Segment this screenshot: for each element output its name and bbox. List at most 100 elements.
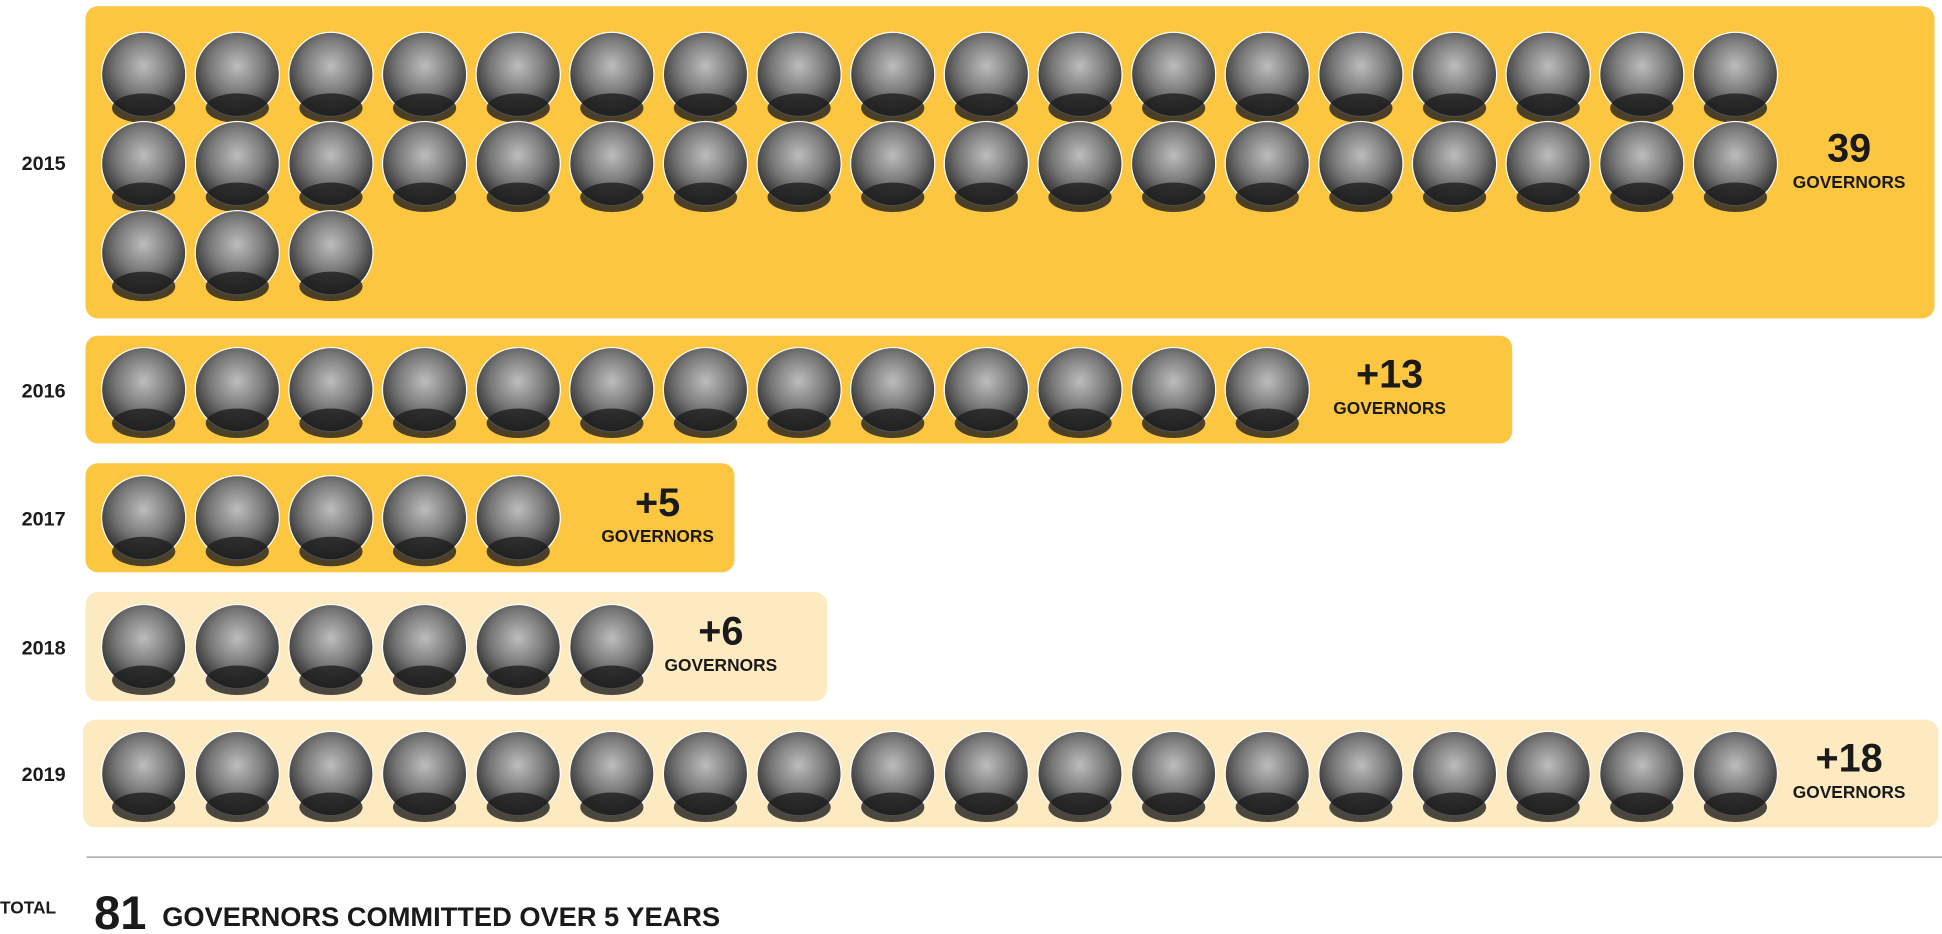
portrait-suit: [112, 271, 176, 302]
portrait-suit: [1422, 792, 1487, 822]
portrait-suit: [1703, 182, 1767, 212]
portrait-suit: [299, 792, 363, 822]
portrait-suit: [954, 93, 1018, 123]
portrait-suit: [861, 93, 925, 123]
portrait-suit: [205, 536, 269, 567]
portrait-suit: [112, 93, 176, 123]
portrait-suit: [1235, 93, 1299, 123]
portrait-suit: [1516, 93, 1580, 123]
portrait-suit: [392, 665, 457, 696]
portrait-suit: [112, 182, 176, 212]
portrait-suit: [861, 792, 925, 822]
count-label: 39: [1827, 127, 1871, 171]
portrait-suit: [1422, 182, 1487, 212]
portrait-suit: [205, 93, 269, 123]
count-label: +13: [1356, 353, 1423, 397]
portrait-suit: [299, 182, 363, 212]
portrait-suit: [1703, 93, 1767, 123]
portrait-suit: [580, 792, 644, 822]
portrait-suit: [1235, 182, 1299, 212]
portrait-suit: [486, 665, 550, 696]
portrait-suit: [1142, 792, 1206, 822]
portrait-suit: [580, 665, 644, 696]
count-unit: GOVERNORS: [601, 526, 714, 546]
portrait-suit: [673, 792, 738, 822]
portrait-suit: [1048, 408, 1112, 439]
portrait-suit: [1235, 408, 1299, 439]
total-label: TOTAL: [0, 898, 57, 918]
portrait-suit: [767, 408, 831, 439]
portrait-suit: [1142, 182, 1206, 212]
portrait-suit: [112, 536, 176, 567]
portrait-suit: [1329, 792, 1393, 822]
count-unit: GOVERNORS: [664, 655, 777, 675]
portrait-suit: [1142, 93, 1206, 123]
portrait-suit: [1142, 408, 1206, 439]
portrait-suit: [1516, 792, 1580, 822]
portrait-suit: [1329, 93, 1393, 123]
year-label: 2019: [22, 764, 66, 786]
portrait-suit: [486, 792, 550, 822]
portrait-suit: [1703, 792, 1767, 822]
portrait-suit: [673, 93, 738, 123]
portrait-suit: [1516, 182, 1580, 212]
portrait-suit: [392, 536, 457, 567]
portrait-suit: [1610, 792, 1674, 822]
portrait-suit: [392, 408, 457, 439]
portrait-suit: [486, 536, 550, 567]
portrait-suit: [1329, 182, 1393, 212]
portrait-suit: [486, 93, 550, 123]
portrait-suit: [205, 792, 269, 822]
portrait-suit: [205, 408, 269, 439]
count-unit: GOVERNORS: [1333, 398, 1446, 418]
year-label: 2018: [22, 637, 66, 659]
portrait-suit: [954, 792, 1018, 822]
portrait-suit: [767, 93, 831, 123]
portraits: [100, 346, 1310, 439]
portrait-suit: [954, 182, 1018, 212]
portrait-suit: [1048, 93, 1112, 123]
count-unit: GOVERNORS: [1793, 782, 1906, 802]
portrait-suit: [767, 792, 831, 822]
portrait-suit: [954, 408, 1018, 439]
portrait-suit: [205, 182, 269, 212]
portrait-suit: [392, 792, 457, 822]
total-text: GOVERNORS COMMITTED OVER 5 YEARS: [162, 901, 720, 932]
year-label: 2016: [22, 380, 66, 402]
portrait-suit: [1610, 182, 1674, 212]
portrait-suit: [1048, 182, 1112, 212]
portraits: [100, 603, 655, 696]
count-label: +6: [698, 610, 743, 654]
count-label: +18: [1816, 737, 1883, 781]
portrait-suit: [486, 408, 550, 439]
portrait-suit: [580, 408, 644, 439]
portrait-suit: [767, 182, 831, 212]
portrait-suit: [861, 182, 925, 212]
portrait-suit: [299, 408, 363, 439]
portrait-suit: [673, 408, 738, 439]
year-label: 2015: [22, 153, 66, 175]
portrait-suit: [112, 408, 176, 439]
portrait-suit: [580, 182, 644, 212]
portraits: [100, 31, 1779, 302]
portrait-suit: [205, 665, 269, 696]
portrait-suit: [1235, 792, 1299, 822]
total-number: 81: [94, 886, 146, 934]
portrait-suit: [861, 408, 925, 439]
portrait-suit: [392, 93, 457, 123]
portrait-suit: [205, 271, 269, 302]
portrait-suit: [299, 271, 363, 302]
portrait-suit: [299, 536, 363, 567]
year-label: 2017: [22, 508, 66, 530]
portrait-suit: [392, 182, 457, 212]
portrait-suit: [112, 792, 176, 822]
count-label: +5: [635, 481, 680, 525]
portraits: [100, 475, 561, 567]
portrait-suit: [299, 93, 363, 123]
portrait-suit: [1610, 93, 1674, 123]
portraits: [100, 730, 1779, 822]
portrait-suit: [299, 665, 363, 696]
portrait-suit: [1422, 93, 1487, 123]
